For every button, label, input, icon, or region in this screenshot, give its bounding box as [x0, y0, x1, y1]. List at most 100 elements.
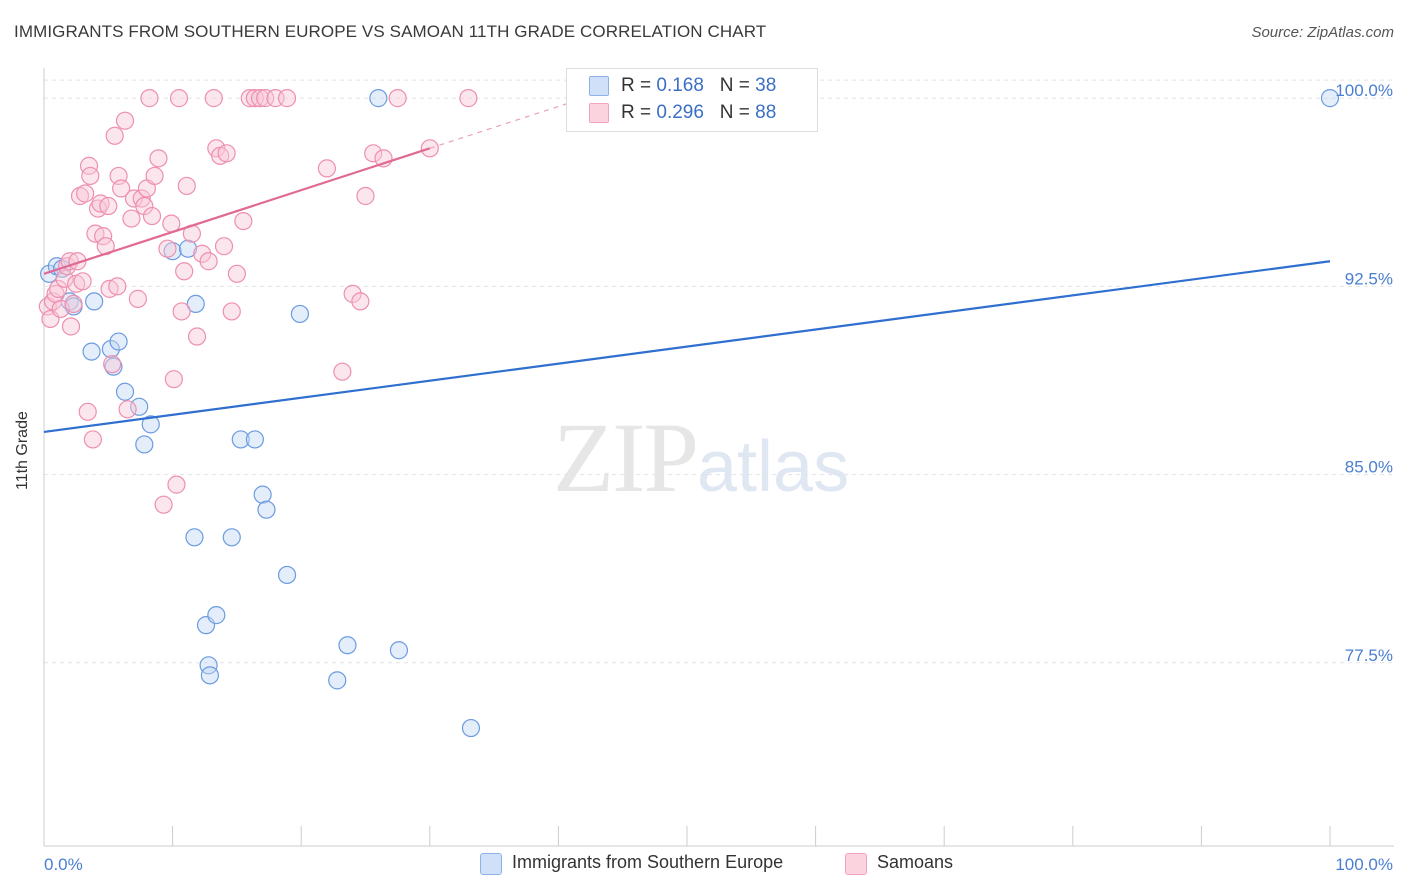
- samoans-point-41: [142, 206, 162, 226]
- y-tick-label-0: 77.5%: [1345, 646, 1393, 665]
- immigrants-point-34: [1320, 89, 1340, 108]
- legend-swatch-immigrants: [480, 853, 502, 875]
- immigrants-point-16: [185, 528, 204, 547]
- samoans-point-75: [356, 186, 375, 206]
- immigrants-point-33: [461, 718, 481, 738]
- immigrants-point-17: [186, 294, 205, 314]
- trend-lines: [43, 84, 1331, 433]
- source-attribution: Source: ZipAtlas.com: [1251, 24, 1394, 41]
- r-label: R =: [621, 102, 652, 123]
- trend-line-samoans: [43, 147, 431, 275]
- samoans-point-52: [177, 176, 196, 196]
- immigrants-point-32: [389, 641, 409, 660]
- legend-stats-samoans: R = 0.296 N = 88: [621, 102, 776, 124]
- samoans-point-31: [112, 179, 131, 198]
- samoans-point-36: [128, 289, 147, 308]
- y-tick-label-1: 85.0%: [1345, 458, 1393, 477]
- series-samoans-points: [38, 89, 478, 514]
- immigrants-point-7: [101, 339, 120, 359]
- immigrants-point-24: [245, 430, 265, 449]
- samoans-point-54: [187, 327, 207, 346]
- n-value: 38: [755, 75, 777, 96]
- grid-lines: [44, 79, 1394, 664]
- samoans-point-61: [217, 144, 236, 163]
- samoans-point-25: [99, 196, 118, 216]
- legend-swatch-samoans: [845, 853, 867, 875]
- samoans-point-67: [250, 89, 270, 108]
- samoans-point-44: [154, 495, 173, 514]
- immigrants-point-14: [163, 242, 182, 261]
- immigrants-point-30: [338, 636, 357, 655]
- n-value: 88: [755, 102, 777, 123]
- trend-line-immigrants: [43, 260, 1331, 433]
- immigrants-point-13: [141, 415, 160, 434]
- samoans-point-73: [343, 284, 362, 303]
- immigrants-point-5: [82, 342, 101, 361]
- watermark-zip: ZIP: [553, 402, 699, 513]
- legend-swatch-immigrants: [589, 76, 609, 96]
- samoans-point-49: [169, 89, 189, 108]
- x-tick-label-0: 0.0%: [44, 855, 83, 874]
- samoans-point-38: [135, 196, 154, 216]
- samoans-point-63: [227, 264, 246, 283]
- watermark: ZIPatlas: [553, 400, 849, 515]
- immigrants-point-25: [253, 485, 272, 504]
- immigrants-point-23: [231, 430, 250, 449]
- samoans-point-48: [167, 475, 186, 494]
- samoans-point-28: [105, 126, 124, 145]
- immigrants-point-28: [290, 304, 310, 324]
- samoans-point-78: [388, 89, 407, 108]
- samoans-point-47: [164, 370, 183, 389]
- samoans-point-19: [83, 430, 102, 449]
- stats-legend: R = 0.168 N = 38 R = 0.296 N = 88: [566, 68, 818, 132]
- samoans-point-32: [115, 111, 135, 130]
- legend-label-immigrants: Immigrants from Southern Europe: [512, 852, 784, 872]
- y-axis-label: 11th Grade: [14, 411, 31, 490]
- tick-labels: 77.5% 85.0% 92.5% 100.0% 0.0% 100.0%: [44, 81, 1393, 874]
- immigrants-point-21: [207, 606, 226, 625]
- samoans-point-35: [124, 189, 144, 208]
- samoans-point-60: [214, 237, 234, 256]
- samoans-point-34: [122, 209, 141, 228]
- samoans-point-55: [193, 244, 212, 263]
- immigrants-point-22: [222, 528, 241, 547]
- samoans-point-68: [256, 89, 275, 108]
- legend-stats-immigrants: R = 0.168 N = 38: [621, 75, 776, 97]
- x-tick-label-1: 100.0%: [1335, 855, 1393, 874]
- samoans-point-33: [118, 400, 137, 419]
- samoans-point-9: [61, 317, 81, 336]
- trend-extension-samoans: [429, 84, 623, 149]
- y-tick-label-2: 92.5%: [1345, 269, 1393, 288]
- samoans-point-76: [364, 144, 383, 163]
- r-value: 0.168: [656, 75, 704, 96]
- samoans-point-56: [199, 252, 218, 271]
- samoans-point-51: [175, 262, 194, 281]
- samoans-point-4: [49, 279, 68, 298]
- samoans-point-29: [108, 277, 127, 296]
- immigrants-point-27: [277, 565, 297, 585]
- samoans-point-72: [333, 362, 352, 381]
- y-tick-label-3: 100.0%: [1335, 81, 1393, 100]
- immigrants-point-12: [135, 435, 154, 454]
- immigrants-point-6: [85, 292, 104, 311]
- series-immigrants-points: [40, 89, 1340, 738]
- samoans-point-14: [73, 272, 92, 291]
- samoans-point-70: [277, 89, 297, 108]
- immigrants-point-20: [200, 666, 219, 685]
- n-label: N =: [719, 75, 750, 96]
- samoans-point-27: [103, 355, 122, 374]
- axes: [43, 68, 1394, 847]
- samoans-point-10: [64, 294, 83, 314]
- samoans-point-15: [76, 184, 95, 203]
- samoans-point-43: [149, 149, 168, 168]
- samoans-point-45: [158, 239, 177, 258]
- samoans-point-65: [240, 89, 259, 108]
- samoans-point-50: [172, 302, 191, 321]
- watermark-atlas: atlas: [697, 427, 850, 507]
- r-value: 0.296: [656, 102, 704, 123]
- immigrants-point-10: [115, 382, 135, 401]
- immigrants-point-26: [257, 500, 276, 519]
- samoans-point-13: [70, 186, 90, 206]
- samoans-point-66: [245, 89, 265, 108]
